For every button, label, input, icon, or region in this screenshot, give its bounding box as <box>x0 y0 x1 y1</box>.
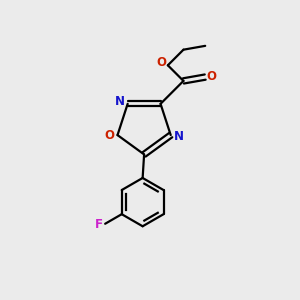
Text: N: N <box>174 130 184 143</box>
Text: O: O <box>207 70 217 83</box>
Text: N: N <box>114 95 124 108</box>
Text: O: O <box>104 129 114 142</box>
Text: F: F <box>95 218 103 231</box>
Text: O: O <box>156 56 167 69</box>
